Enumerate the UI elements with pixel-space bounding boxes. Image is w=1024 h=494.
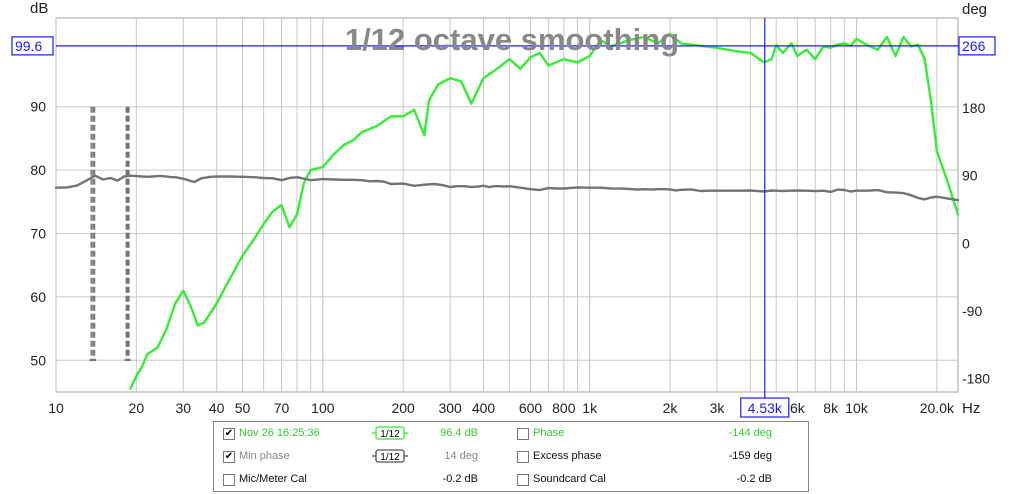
cursor-freq-label: 4.53k: [748, 400, 783, 416]
mic-cal-checkbox[interactable]: [223, 474, 235, 486]
y-right-tick-label: -180: [962, 370, 990, 386]
x-tick-label: 20: [129, 400, 145, 416]
min-phase-value: 14 deg: [444, 450, 478, 462]
measurement-label: Nov 26 16:25:36: [239, 427, 320, 439]
excess-phase-value: -159 deg: [728, 450, 772, 462]
x-tick-label: 800: [552, 400, 576, 416]
spl-curve: [129, 32, 960, 390]
curves: [54, 32, 960, 390]
legend-row-min-phase: ✔ Min phase 1/12 14 deg Excess phase -15…: [214, 447, 808, 469]
x-tick-label: 3k: [710, 400, 726, 416]
measurement-smoothing-text: 1/12: [380, 429, 400, 440]
soundcard-cal-checkbox[interactable]: [517, 474, 529, 486]
soundcard-cal-label: Soundcard Cal: [533, 473, 606, 485]
y-left-tick-label: 70: [30, 226, 46, 242]
y-right-tick-label: 90: [962, 168, 978, 184]
tick-labels: 10 20 30 40 50 70 100 200 300 400 600 800 1k 2k 3k 6k 8k…: [30, 99, 990, 416]
frequency-response-chart[interactable]: 10 20 30 40 50 70 100 200 300 400 600 800 1k 2k 3k 6k 8k…: [0, 0, 1024, 420]
x-tick-label: 40: [209, 400, 225, 416]
legend-panel: ✔ Nov 26 16:25:36 1/12 96.4 dB Phase -14…: [213, 421, 809, 492]
cursor-freq-box: [740, 397, 790, 418]
excess-phase-checkbox[interactable]: [517, 451, 529, 463]
x-tick-label: 6k: [790, 400, 806, 416]
x-tick-label: 10k: [845, 400, 869, 416]
legend-row-measurement: ✔ Nov 26 16:25:36 1/12 96.4 dB Phase -14…: [214, 424, 808, 446]
y-left-tick-label: 90: [30, 99, 46, 115]
y-left-tick-label: 80: [30, 162, 46, 178]
x-tick-label: 400: [472, 400, 496, 416]
x-tick-label: 200: [391, 400, 415, 416]
phase-value: -144 deg: [728, 427, 772, 439]
y-right-tick-label: -90: [962, 303, 982, 319]
grid-lines: [55, 18, 958, 392]
y-right-tick-label: 0: [962, 235, 970, 251]
excess-phase-label: Excess phase: [533, 450, 602, 462]
min-phase-curve: [54, 174, 960, 202]
plot-area[interactable]: [55, 17, 959, 393]
phase-checkbox[interactable]: [517, 428, 529, 440]
x-tick-label: 50: [235, 400, 251, 416]
y-left-tick-label: 60: [30, 289, 46, 305]
x-tick-label: 10: [48, 400, 64, 416]
min-phase-smoothing-text: 1/12: [380, 452, 400, 463]
measurement-smoothing-icon[interactable]: 1/12: [372, 426, 408, 440]
cursor-deg-box: [958, 36, 996, 56]
x-tick-label: 20.0k: [920, 400, 955, 416]
measurement-checkbox[interactable]: ✔: [223, 428, 235, 440]
cursor-deg-label: 266: [962, 38, 986, 54]
cursor[interactable]: 4.53k 99.6 266: [11, 18, 996, 418]
x-tick-label: 8k: [823, 400, 839, 416]
min-phase-checkbox[interactable]: ✔: [223, 451, 235, 463]
x-tick-label: 600: [519, 400, 543, 416]
phase-label: Phase: [533, 427, 565, 439]
x-tick-label: 2k: [663, 400, 679, 416]
cursor-db-box: [11, 36, 54, 56]
x-tick-label: 30: [176, 400, 192, 416]
min-phase-smoothing-icon[interactable]: 1/12: [372, 449, 408, 463]
legend-row-calibration: Mic/Meter Cal -0.2 dB Soundcard Cal -0.2…: [214, 470, 808, 492]
cursor-db-label: 99.6: [15, 38, 42, 54]
x-tick-label: 1k: [582, 400, 598, 416]
y-left-tick-label: 50: [30, 352, 46, 368]
chart-title: 1/12 octave smoothing: [345, 22, 679, 57]
x-axis-unit: Hz: [962, 400, 980, 417]
right-axis-unit: deg: [962, 1, 987, 18]
x-tick-label: 70: [274, 400, 290, 416]
min-phase-label: Min phase: [239, 450, 290, 462]
y-right-tick-label: 180: [962, 100, 986, 116]
measurement-value: 96.4 dB: [440, 427, 478, 439]
mic-cal-value: -0.2 dB: [442, 473, 478, 485]
left-axis-unit: dB: [30, 0, 48, 17]
mic-cal-label: Mic/Meter Cal: [239, 473, 307, 485]
x-tick-label: 300: [438, 400, 462, 416]
soundcard-cal-value: -0.2 dB: [736, 473, 772, 485]
x-tick-label: 100: [311, 400, 335, 416]
